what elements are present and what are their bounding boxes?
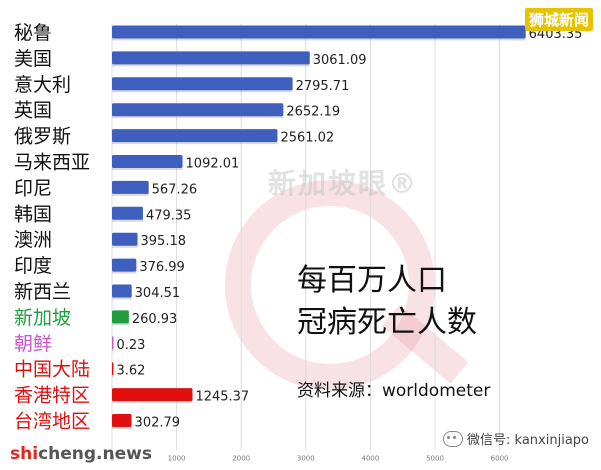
category-label: 中国大陆: [14, 359, 90, 381]
x-tick-label: 0: [110, 454, 114, 462]
category-label: 朝鲜: [14, 333, 52, 355]
value-label: 2561.02: [280, 131, 334, 146]
title-line-1: 每百万人口: [297, 263, 447, 298]
value-label: 1092.01: [186, 157, 240, 172]
bar: [112, 129, 278, 143]
site-logo-rest: cheng.news: [38, 444, 152, 464]
bar: [112, 284, 132, 298]
bar: [112, 388, 193, 402]
x-tick-label: 5000: [426, 454, 444, 462]
category-label: 新西兰: [14, 281, 71, 303]
x-tick-label: 1000: [168, 454, 186, 462]
category-label: 澳洲: [14, 229, 52, 251]
bar: [112, 77, 293, 91]
wechat-id-text: 微信号: kanxinjiapo: [467, 433, 589, 448]
category-labels: 秘鲁美国意大利英国俄罗斯马来西亚印尼韩国澳洲印度新西兰新加坡朝鲜中国大陆香港特区…: [14, 22, 90, 433]
x-tick-label: 3000: [297, 454, 315, 462]
x-tick-labels: 0 1000 2000 3000 4000 5000 6000: [110, 454, 509, 462]
category-label: 俄罗斯: [14, 126, 71, 148]
value-label: 376.99: [139, 260, 185, 275]
category-label: 英国: [14, 100, 52, 122]
bar: [112, 103, 284, 117]
x-tick-label: 2000: [232, 454, 250, 462]
bar: [112, 155, 183, 168]
bar: [112, 310, 129, 324]
value-label: 2652.19: [286, 105, 340, 120]
title-line-2: 冠病死亡人数: [297, 305, 477, 340]
wechat-icon: [443, 430, 464, 447]
brand-badge: 狮城新闻: [524, 8, 593, 31]
bar: [112, 258, 137, 272]
wechat-id: 微信号: kanxinjiapo: [443, 429, 589, 448]
bar: [112, 25, 526, 39]
value-label: 3061.09: [313, 53, 367, 68]
gridlines: [111, 24, 501, 451]
x-tick-label: 6000: [491, 454, 509, 462]
value-label: 260.93: [132, 312, 178, 327]
value-labels: 6403.353061.092795.712652.192561.021092.…: [117, 27, 583, 431]
x-tick-label: 4000: [361, 454, 379, 462]
value-label: 302.79: [135, 416, 181, 431]
value-label: 1245.37: [195, 390, 249, 405]
bar: [112, 180, 149, 194]
bar: [112, 336, 114, 350]
value-label: 479.35: [146, 208, 192, 223]
watermark-text: 新加坡眼®: [268, 167, 419, 200]
value-label: 567.26: [152, 182, 198, 197]
bar: [112, 51, 310, 65]
category-label: 意大利: [14, 74, 71, 96]
bar: [112, 414, 132, 427]
category-label: 台湾地区: [14, 411, 90, 433]
category-label: 香港特区: [14, 385, 90, 407]
category-label: 马来西亚: [14, 152, 90, 174]
bar: [112, 362, 114, 376]
watermark-circle: [225, 180, 435, 390]
category-label: 新加坡: [14, 307, 71, 329]
watermark-ring: [225, 180, 469, 390]
value-label: 2795.71: [296, 79, 350, 94]
value-label: 304.51: [135, 286, 181, 301]
bars-group: [112, 25, 526, 429]
source-label: 资料来源：worldometer: [297, 381, 490, 401]
category-label: 秘鲁: [14, 22, 52, 44]
category-label: 印度: [14, 255, 52, 277]
category-label: 美国: [14, 48, 52, 70]
category-label: 印尼: [14, 177, 52, 199]
bar: [112, 206, 143, 220]
bar: [112, 232, 138, 246]
category-label: 韩国: [14, 203, 52, 225]
watermark-handle: [381, 304, 469, 384]
site-logo: shicheng.news: [10, 444, 152, 464]
value-label: 3.62: [117, 364, 146, 379]
value-label: 0.23: [117, 338, 146, 353]
value-label: 395.18: [141, 234, 187, 249]
site-logo-prefix: shi: [10, 444, 39, 464]
